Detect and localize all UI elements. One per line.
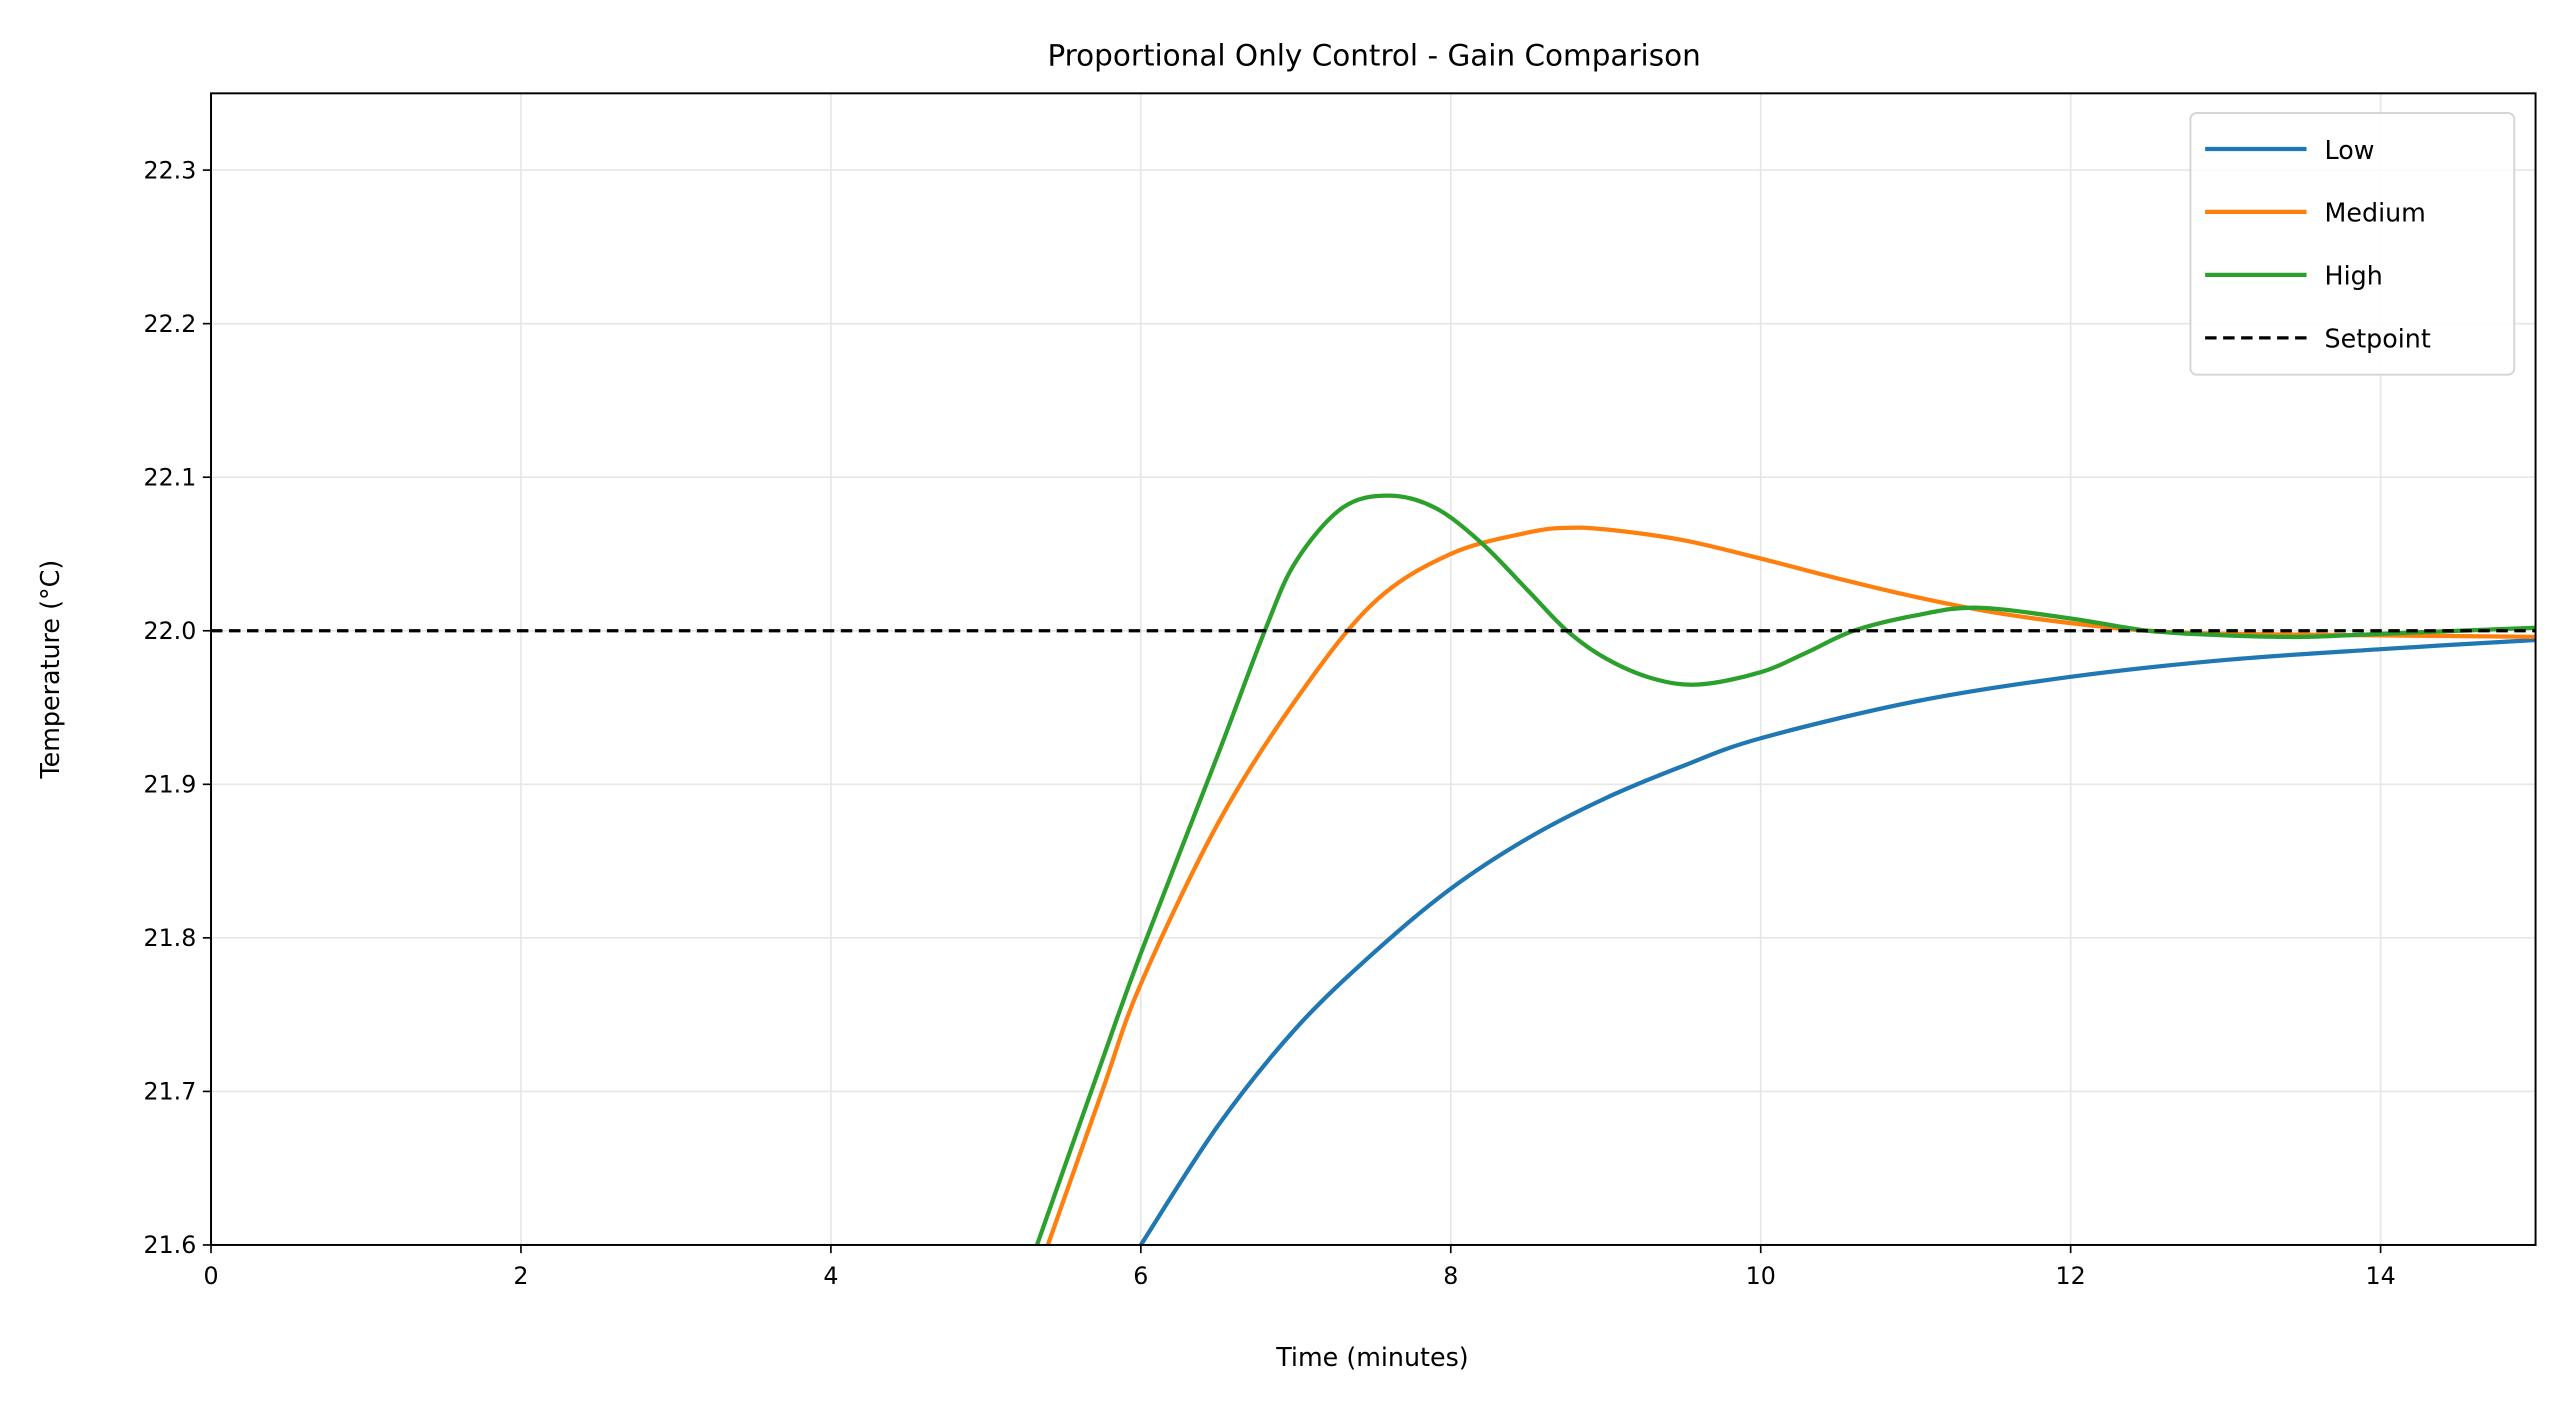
y-tick-label: 22.1 — [144, 463, 197, 491]
x-tick-label: 0 — [203, 1262, 218, 1290]
series-line-low — [1139, 637, 2536, 1245]
legend-label-medium: Medium — [2325, 198, 2426, 228]
x-tick-label: 10 — [1746, 1262, 1776, 1290]
series-lines — [211, 493, 2536, 1245]
legend-label-high: High — [2325, 261, 2383, 291]
legend: Low Medium High Setpoint — [2189, 111, 2516, 376]
x-tick-label: 14 — [2366, 1262, 2396, 1290]
ticks: 0 2 4 6 8 10 12 14 21.6 21.7 21.8 21.9 22.0 22.1 22.2 2… — [144, 156, 2396, 1290]
legend-box — [2189, 111, 2516, 376]
y-tick-label: 22.0 — [144, 617, 197, 645]
y-tick-label: 22.2 — [144, 310, 197, 338]
x-tick-label: 6 — [1133, 1262, 1148, 1290]
series-line-high — [1035, 493, 2536, 1245]
x-tick-label: 8 — [1443, 1262, 1458, 1290]
y-tick-label: 21.6 — [144, 1231, 197, 1259]
y-tick-label: 21.7 — [144, 1078, 197, 1106]
x-tick-label: 12 — [2056, 1262, 2086, 1290]
legend-label-setpoint: Setpoint — [2325, 324, 2431, 354]
y-tick-label: 21.9 — [144, 770, 197, 798]
y-tick-label: 22.3 — [144, 156, 197, 184]
x-tick-label: 2 — [513, 1262, 528, 1290]
x-axis-label: Time (minutes) — [1275, 1342, 1468, 1372]
legend-label-low: Low — [2325, 135, 2375, 165]
y-tick-label: 21.8 — [144, 924, 197, 952]
x-tick-label: 4 — [823, 1262, 838, 1290]
chart-title: Proportional Only Control - Gain Compari… — [1047, 39, 1700, 73]
axes-frame — [210, 92, 2537, 1246]
y-axis-label: Temperature (°C) — [35, 560, 65, 780]
